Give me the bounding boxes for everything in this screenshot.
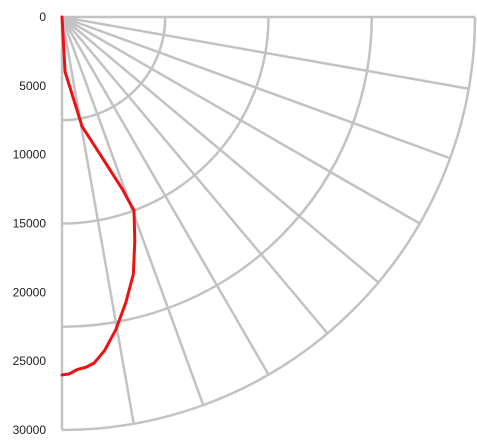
tick-label: 25000 — [13, 354, 47, 368]
radial-tick-labels: 0 5000 10000 15000 20000 25000 30000 — [13, 10, 47, 437]
polar-grid — [62, 17, 475, 430]
tick-label: 0 — [39, 10, 46, 24]
tick-label: 15000 — [13, 217, 47, 231]
tick-label: 20000 — [13, 285, 47, 299]
tick-label: 10000 — [13, 148, 47, 162]
tick-label: 5000 — [19, 79, 46, 93]
tick-label: 30000 — [13, 423, 47, 437]
